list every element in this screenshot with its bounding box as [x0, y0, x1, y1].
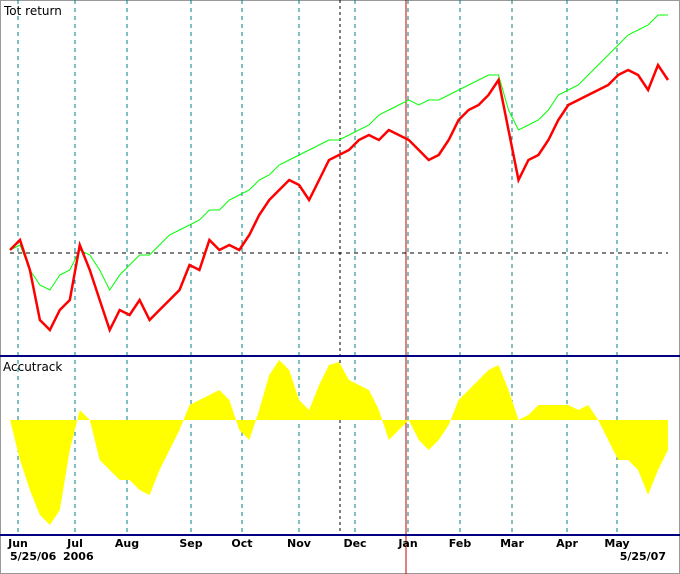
month-label: Nov — [287, 537, 312, 550]
start-year: 2006 — [63, 550, 94, 563]
month-label: Aug — [115, 537, 139, 550]
panel-title: Accutrack — [3, 360, 62, 374]
month-label: Sep — [179, 537, 202, 550]
month-label: Jul — [66, 537, 83, 550]
panel-title: Tot return — [3, 4, 62, 18]
month-label: May — [604, 537, 629, 550]
start-label: 5/25/06 — [10, 550, 57, 563]
month-label: Mar — [500, 537, 524, 550]
month-label: Apr — [556, 537, 578, 550]
accutrack-area — [10, 360, 668, 525]
month-label: Oct — [231, 537, 252, 550]
month-label: Jun — [7, 537, 28, 550]
series-line — [9, 62, 670, 334]
month-label: Jan — [397, 537, 417, 550]
month-label: Dec — [343, 537, 366, 550]
end-label: 5/25/07 — [620, 550, 666, 563]
month-label: Feb — [449, 537, 472, 550]
series-line — [9, 14, 668, 291]
